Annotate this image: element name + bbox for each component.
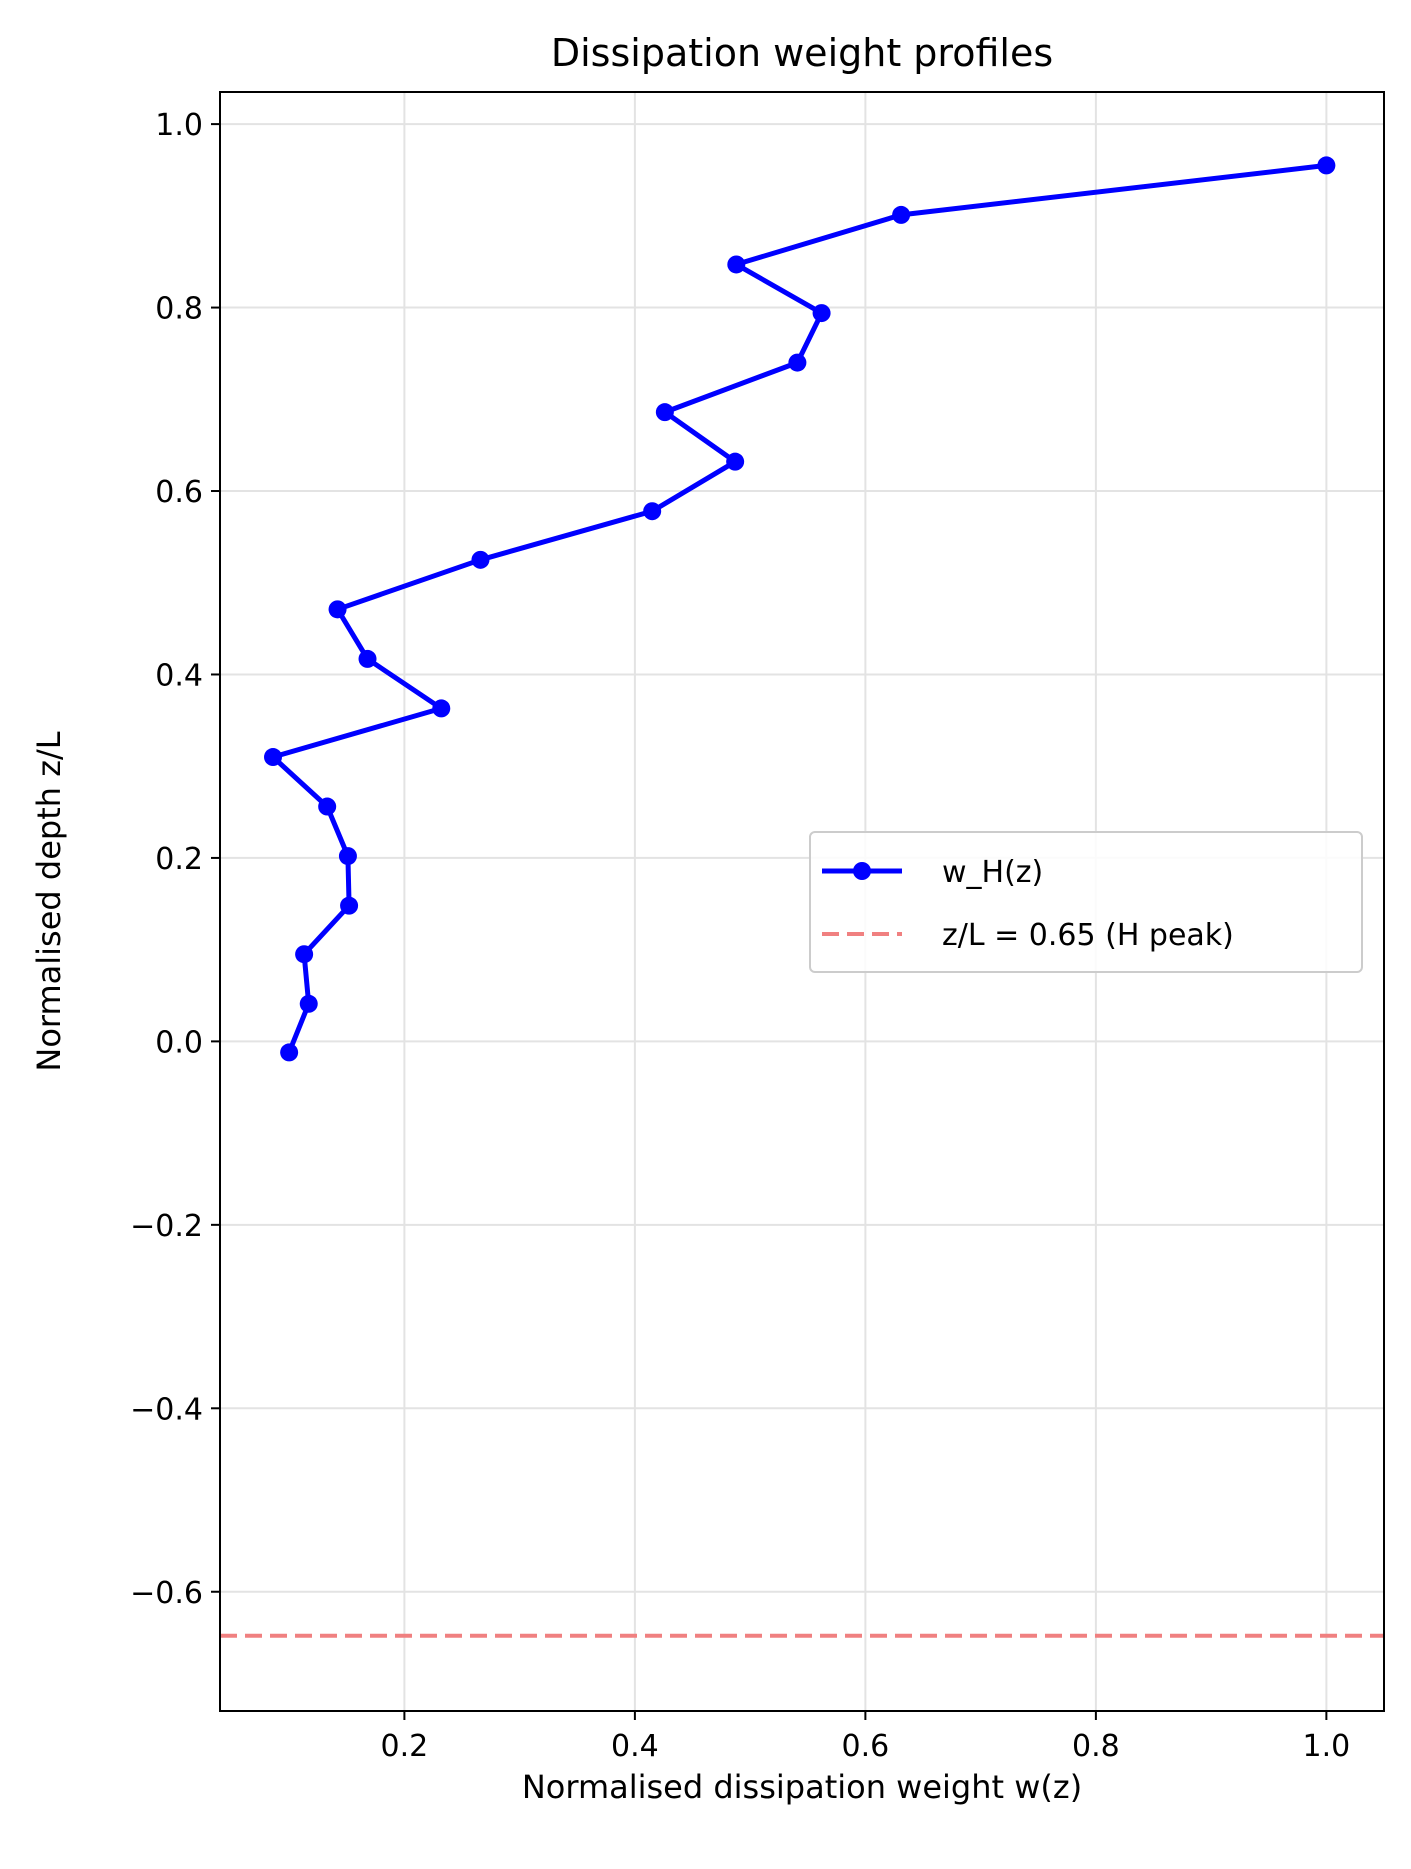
y-axis-ticks: −0.6 −0.4 −0.2 0.0 0.2 0.4 0.6 0.8 1.0 [130, 108, 220, 1611]
legend: w_H(z) z/L = 0.65 (H peak) [809, 831, 1363, 973]
y-tick-label: 0.8 [155, 292, 203, 327]
y-axis-label: Normalised depth z/L [30, 731, 68, 1071]
x-tick-label: 0.8 [1072, 1729, 1120, 1764]
data-point [471, 550, 490, 569]
y-tick-label: −0.2 [130, 1209, 203, 1244]
x-tick-label: 1.0 [1303, 1729, 1351, 1764]
plot-frame [219, 91, 1385, 1712]
data-point [338, 847, 357, 866]
data-point [1317, 156, 1336, 175]
data-point [358, 649, 377, 668]
series-layer [264, 156, 1336, 1062]
data-point [299, 994, 318, 1013]
y-tick-label: 0.6 [155, 475, 203, 510]
x-tick-label: 0.6 [842, 1729, 890, 1764]
x-axis-label: Normalised dissipation weight w(z) [522, 1768, 1082, 1806]
y-tick-label: 0.4 [155, 658, 203, 693]
data-point [432, 699, 451, 718]
data-point [318, 797, 337, 816]
data-point [788, 353, 807, 372]
data-point [340, 896, 359, 915]
data-point [328, 600, 347, 619]
x-tick-label: 0.4 [611, 1729, 659, 1764]
x-tick-label: 0.2 [381, 1729, 429, 1764]
y-tick-label: −0.4 [130, 1392, 203, 1427]
y-tick-label: 0.2 [155, 842, 203, 877]
legend-series-marker [853, 862, 871, 880]
data-point [727, 255, 746, 274]
legend-series-label: w_H(z) [942, 855, 1043, 890]
data-point [726, 452, 745, 471]
y-tick-label: 0.0 [155, 1025, 203, 1060]
legend-reference-label: z/L = 0.65 (H peak) [942, 918, 1234, 953]
data-point [812, 304, 831, 323]
data-point [655, 403, 674, 422]
data-point [295, 945, 314, 964]
data-point [264, 748, 283, 767]
y-tick-label: 1.0 [155, 108, 203, 143]
chart-title: Dissipation weight profiles [551, 31, 1053, 75]
y-tick-label: −0.6 [130, 1576, 203, 1611]
data-point [643, 502, 662, 521]
legend-box [809, 831, 1363, 973]
data-point [892, 205, 911, 224]
x-axis-ticks: 0.2 0.4 0.6 0.8 1.0 [381, 1711, 1351, 1764]
data-point [280, 1043, 299, 1062]
